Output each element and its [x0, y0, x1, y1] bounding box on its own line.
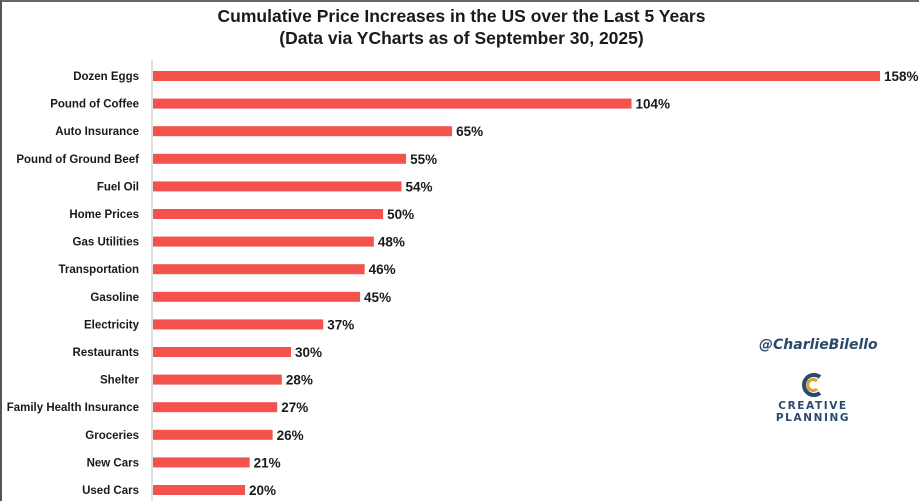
bar [153, 291, 361, 302]
category-label: Groceries [85, 430, 139, 442]
value-label: 45% [364, 290, 391, 305]
category-label: Pound of Coffee [50, 99, 139, 111]
bar [153, 153, 407, 164]
bar [153, 236, 374, 247]
value-label: 20% [249, 483, 276, 498]
bar [153, 98, 632, 109]
value-label: 104% [636, 97, 671, 112]
category-label: Restaurants [73, 347, 139, 359]
category-label: Gas Utilities [73, 237, 139, 249]
chart-title: Cumulative Price Increases in the US ove… [217, 6, 706, 26]
author-handle: @CharlieBilello [759, 337, 878, 353]
bar [153, 319, 324, 330]
bar [153, 264, 365, 275]
value-label: 27% [281, 400, 308, 415]
bar [153, 402, 278, 413]
creative-planning-logo-icon [802, 373, 822, 397]
bar [153, 209, 384, 219]
bar [153, 485, 246, 495]
value-label: 65% [456, 124, 483, 139]
value-label: 26% [277, 428, 304, 443]
value-label: 55% [410, 152, 437, 167]
bar [153, 347, 292, 357]
category-label: Used Cars [82, 485, 139, 497]
value-label: 37% [327, 317, 354, 332]
value-label: 28% [286, 373, 313, 388]
category-label: Gasoline [90, 292, 139, 304]
bar [153, 126, 453, 137]
chart-subtitle: (Data via YCharts as of September 30, 20… [279, 28, 644, 48]
category-label: Transportation [58, 264, 139, 276]
logo-line-1: CREATIVE [778, 400, 848, 412]
category-label: Home Prices [69, 209, 139, 221]
category-label: Fuel Oil [97, 181, 139, 193]
value-label: 30% [295, 345, 322, 360]
category-label: Dozen Eggs [73, 71, 139, 83]
category-label: Shelter [100, 375, 140, 387]
category-label: Family Health Insurance [7, 402, 139, 414]
bar [153, 457, 250, 468]
value-label: 50% [387, 207, 414, 222]
bar [153, 429, 273, 440]
category-label: New Cars [87, 457, 139, 469]
creative-planning-logo: CREATIVE PLANNING [768, 372, 858, 432]
value-label: 158% [884, 69, 919, 84]
value-label: 48% [378, 235, 405, 250]
category-label: Pound of Ground Beef [16, 154, 139, 166]
value-label: 46% [369, 262, 396, 277]
bar [153, 181, 402, 192]
value-label: 54% [405, 179, 432, 194]
logo-line-2: PLANNING [775, 412, 851, 424]
value-label: 21% [254, 455, 281, 470]
logo-wordmark: CREATIVE PLANNING [768, 400, 858, 424]
category-label: Auto Insurance [55, 126, 139, 138]
bar [153, 71, 880, 81]
bar [153, 374, 282, 385]
category-label: Electricity [84, 319, 140, 331]
